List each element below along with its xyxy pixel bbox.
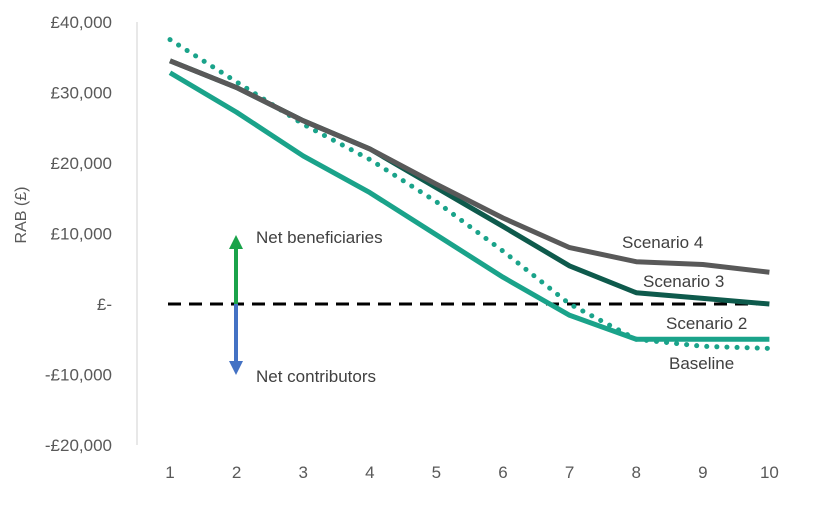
series-label-scenario-3: Scenario 3 (643, 272, 724, 291)
series-line-scenario-4 (169, 58, 770, 275)
net-beneficiaries-arrow (229, 235, 243, 304)
y-tick-label: £20,000 (51, 154, 112, 173)
net-beneficiaries-label: Net beneficiaries (256, 228, 383, 247)
series-lines (167, 37, 772, 351)
series-label-baseline: Baseline (669, 354, 734, 373)
x-tick-label: 8 (631, 463, 640, 482)
x-tick-label: 6 (498, 463, 507, 482)
x-tick-label: 2 (232, 463, 241, 482)
net-contributors-label: Net contributors (256, 367, 376, 386)
y-tick-label: £- (97, 295, 112, 314)
y-tick-label: £40,000 (51, 13, 112, 32)
net-contributors-arrow (229, 304, 243, 375)
y-tick-label: £10,000 (51, 225, 112, 244)
x-tick-label: 3 (298, 463, 307, 482)
series-label-scenario-4: Scenario 4 (622, 233, 703, 252)
y-tick-label: -£20,000 (45, 436, 112, 455)
x-tick-label: 10 (760, 463, 779, 482)
y-axis-title: RAB (£) (13, 187, 30, 244)
series-labels: Baseline Scenario 2 Scenario 3 Scenario 4 (622, 233, 747, 373)
x-tick-label: 9 (698, 463, 707, 482)
series-line-baseline (167, 37, 772, 351)
x-tick-label: 1 (165, 463, 174, 482)
y-tick-label: £30,000 (51, 84, 112, 103)
x-tick-labels: 1 2 3 4 5 6 7 8 9 10 (165, 463, 779, 482)
x-tick-label: 7 (565, 463, 574, 482)
series-label-scenario-2: Scenario 2 (666, 314, 747, 333)
x-tick-label: 4 (365, 463, 374, 482)
series-line-scenario-2 (168, 70, 770, 342)
x-tick-label: 5 (432, 463, 441, 482)
y-tick-label: -£10,000 (45, 366, 112, 385)
y-tick-labels: £40,000 £30,000 £20,000 £10,000 £- -£10,000 -£… (45, 13, 112, 455)
